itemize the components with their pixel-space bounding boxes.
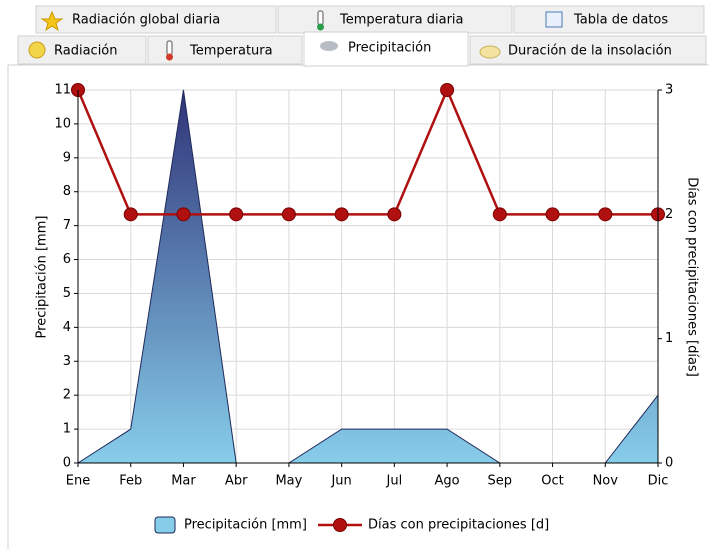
- x-tick-label: Abr: [225, 474, 248, 489]
- x-tick-label: Feb: [119, 474, 142, 489]
- marker: [387, 207, 402, 222]
- tab[interactable]: [513, 5, 705, 34]
- tab-label[interactable]: Temperatura diaria: [339, 13, 464, 28]
- x-tick-label: May: [275, 474, 302, 489]
- y-tick-label: 0: [63, 456, 71, 471]
- x-tick-label: Jun: [330, 474, 351, 489]
- marker: [598, 207, 613, 222]
- thermometer-bulb: [317, 23, 324, 31]
- tab-label[interactable]: Radiación: [54, 44, 118, 59]
- x-tick-label: Oct: [541, 474, 563, 489]
- y-tick-label: 1: [63, 422, 71, 437]
- tab-label[interactable]: Tabla de datos: [573, 13, 668, 28]
- sun-icon: [28, 41, 46, 59]
- rain-icon: [320, 41, 338, 51]
- y-tick-label: 2: [63, 388, 71, 403]
- y-tick-label: 7: [63, 218, 71, 233]
- x-tick-label: Nov: [593, 474, 619, 489]
- marker: [440, 83, 455, 97]
- y-tick-label: 8: [63, 184, 71, 199]
- x-tick-label: Mar: [171, 474, 196, 489]
- thermometer-icon: [166, 40, 173, 56]
- cloud-sun-icon: [479, 45, 501, 59]
- y-tick-label: 11: [54, 83, 71, 98]
- tab-label[interactable]: Duración de la insolación: [508, 44, 672, 59]
- x-tick-label: Dic: [648, 474, 669, 489]
- y-tick-label: 3: [63, 354, 71, 369]
- y2-tick-label: 1: [665, 331, 673, 346]
- tab-label[interactable]: Temperatura: [189, 44, 273, 59]
- marker: [281, 207, 296, 222]
- tab[interactable]: [469, 35, 707, 65]
- y-tick-label: 4: [63, 320, 71, 335]
- table-icon: [545, 11, 563, 28]
- marker: [229, 207, 244, 222]
- marker: [334, 207, 349, 222]
- marker: [492, 207, 507, 222]
- y2-axis-label: Días con precipitaciones [días]: [685, 177, 700, 377]
- x-tick-label: Ene: [66, 474, 90, 489]
- thermometer-icon: [317, 10, 324, 26]
- tab[interactable]: [147, 35, 303, 65]
- area: [76, 89, 659, 464]
- thermometer-bulb: [166, 53, 173, 61]
- line: [76, 86, 658, 216]
- y2-tick-label: 2: [665, 207, 673, 222]
- tab[interactable]: [35, 5, 277, 34]
- y-axis-label: Precipitación [mm]: [35, 216, 50, 339]
- marker: [545, 207, 560, 222]
- legend-label: Precipitación [mm]: [184, 518, 307, 533]
- legend-marker: [333, 518, 347, 532]
- y-tick-label: 10: [54, 116, 71, 131]
- tab-row-1: Radiación global diaria Temperatura diar…: [35, 5, 705, 34]
- x-tick-label: Sep: [488, 474, 513, 489]
- tab[interactable]: [277, 5, 513, 34]
- y-tick-label: 5: [63, 286, 71, 301]
- marker: [176, 207, 191, 222]
- tab-row-2: Radiación Temperatura Precipitación Dura…: [17, 31, 707, 67]
- legend-swatch: [154, 516, 176, 534]
- y-tick-label: 9: [63, 150, 71, 165]
- x-tick-label: Ago: [435, 474, 460, 489]
- tab-label[interactable]: Radiación global diaria: [72, 13, 220, 28]
- marker: [123, 207, 138, 222]
- y2-tick-label: 0: [665, 456, 673, 471]
- star-icon: [40, 10, 64, 32]
- x-tick-label: Jul: [386, 474, 403, 489]
- y2-tick-label: 3: [665, 83, 673, 98]
- y-tick-label: 6: [63, 252, 71, 267]
- legend-label: Días con precipitaciones [d]: [368, 518, 549, 533]
- tab-label[interactable]: Precipitación: [348, 41, 431, 56]
